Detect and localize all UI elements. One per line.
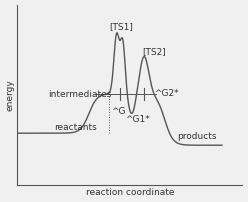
Text: [TS1]: [TS1] bbox=[109, 22, 133, 31]
Text: products: products bbox=[177, 132, 217, 140]
Text: reactants: reactants bbox=[54, 122, 97, 131]
Text: [TS2]: [TS2] bbox=[142, 46, 166, 56]
Text: intermediates: intermediates bbox=[48, 90, 111, 99]
Text: ^G1*: ^G1* bbox=[125, 115, 150, 124]
Text: ^G2*: ^G2* bbox=[155, 88, 179, 97]
X-axis label: reaction coordinate: reaction coordinate bbox=[86, 187, 174, 197]
Y-axis label: energy: energy bbox=[5, 79, 15, 111]
Text: ^G: ^G bbox=[111, 106, 126, 115]
